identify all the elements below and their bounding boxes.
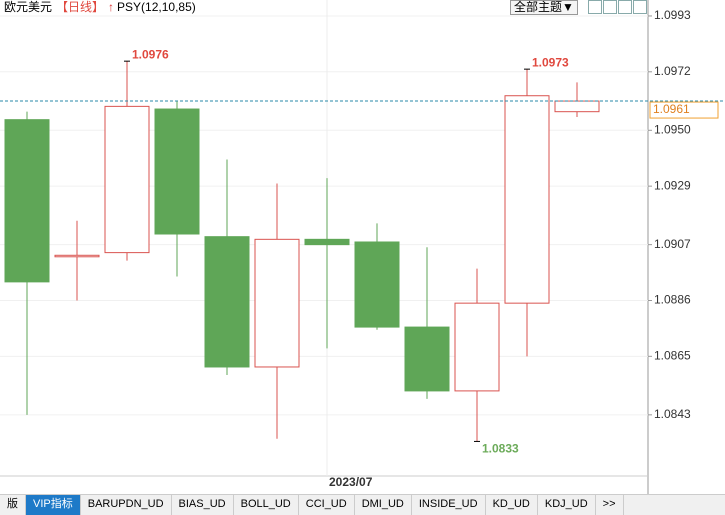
y-tick-label: 1.0929	[654, 178, 691, 192]
y-tick-label: 1.0907	[654, 237, 691, 251]
candle-body	[454, 302, 500, 392]
y-tick-label: 1.0886	[654, 293, 691, 307]
tab[interactable]: DMI_UD	[355, 495, 412, 515]
low-label: 1.0833	[482, 442, 519, 456]
tab[interactable]: KD_UD	[486, 495, 538, 515]
header: 欧元美元 【日线】 PSY(12,10,85)	[4, 0, 196, 14]
theme-button[interactable]: 全部主题▼	[510, 0, 578, 15]
tab[interactable]: INSIDE_UD	[412, 495, 486, 515]
last-price-label: 1.0961	[653, 102, 690, 116]
y-tick-label: 1.0972	[654, 64, 691, 78]
y-tick-label: 1.0865	[654, 349, 691, 363]
x-tick-label: 2023/07	[329, 475, 373, 489]
candle-body	[54, 254, 100, 258]
candle-body	[354, 241, 400, 328]
tab[interactable]: CCI_UD	[299, 495, 355, 515]
indicator[interactable]: PSY(12,10,85)	[108, 0, 196, 14]
tab[interactable]: BIAS_UD	[172, 495, 234, 515]
symbol: 欧元美元	[4, 0, 53, 14]
settings-icon[interactable]	[633, 0, 647, 14]
high-label: 1.0976	[132, 47, 169, 61]
period[interactable]: 【日线】	[56, 0, 105, 14]
tab[interactable]: BARUPDN_UD	[81, 495, 172, 515]
tab[interactable]: BOLL_UD	[234, 495, 299, 515]
high-label: 1.0973	[532, 55, 569, 69]
move-icon[interactable]	[618, 0, 632, 14]
tab[interactable]: VIP指标	[26, 495, 81, 515]
y-tick-label: 1.0950	[654, 122, 691, 136]
chart: 1.0993 1.0972 1.0950 1.0929 1.0907 1.0886 1.08…	[0, 0, 725, 494]
zoom-icon[interactable]	[603, 0, 617, 14]
tab-bar: 版 VIP指标 BARUPDN_UD BIAS_UD BOLL_UD CCI_UD DMI_…	[0, 494, 725, 515]
tab[interactable]: KDJ_UD	[538, 495, 596, 515]
candle-body	[554, 100, 600, 113]
zoom-icon[interactable]	[588, 0, 602, 14]
last-price-box	[649, 101, 719, 119]
candle-body	[254, 238, 300, 368]
tab[interactable]: 版	[0, 495, 26, 515]
candle-body	[104, 105, 150, 254]
candle-body	[304, 238, 350, 246]
candle-body	[204, 236, 250, 368]
candle-body	[404, 326, 450, 392]
tab[interactable]: >>	[596, 495, 624, 515]
candle-body	[4, 119, 50, 283]
y-tick-label: 1.0843	[654, 407, 691, 421]
candle-body	[504, 95, 550, 304]
candle-body	[154, 108, 200, 235]
y-tick-label: 1.0993	[654, 8, 691, 22]
